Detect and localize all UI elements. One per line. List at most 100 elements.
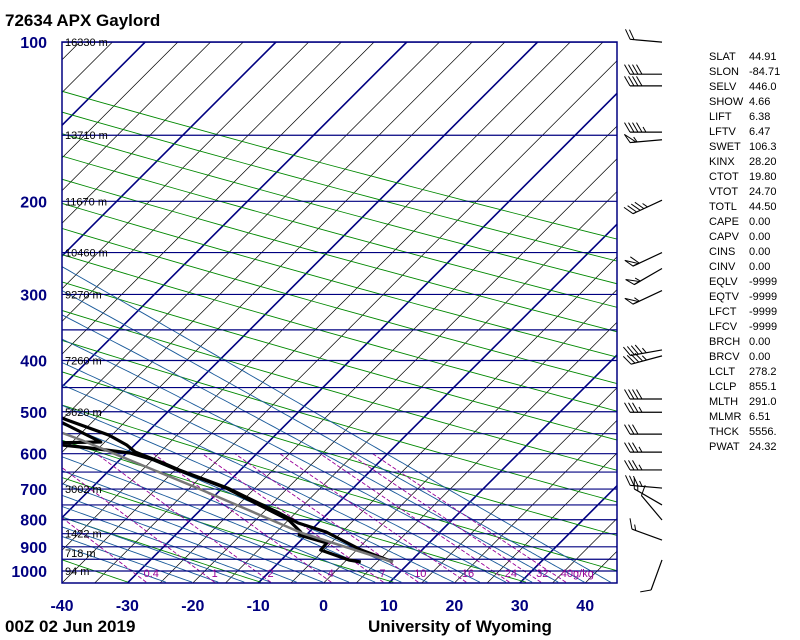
isotherm-line — [486, 452, 617, 583]
isotherm-line — [421, 387, 617, 583]
index-row: LFCV -9999 — [709, 320, 780, 335]
isotherm-line — [62, 42, 604, 583]
wind-barb — [624, 402, 662, 413]
isotherm-line — [62, 42, 440, 420]
isotherms — [0, 42, 617, 583]
index-row: CINV 0.00 — [709, 260, 780, 275]
pressure-tick-label: 500 — [20, 405, 47, 422]
index-value: 278.2 — [749, 366, 777, 378]
mixing-ratio-label: 10 — [414, 568, 426, 580]
index-value: 0.00 — [749, 231, 771, 243]
pressure-tick-label: 300 — [20, 287, 47, 304]
index-name: SLAT — [709, 51, 736, 63]
index-name: SLON — [709, 66, 739, 78]
isotherm-line — [62, 42, 244, 224]
index-row: CINS 0.00 — [709, 245, 780, 260]
wind-barb — [624, 442, 662, 453]
index-name: MLTH — [709, 396, 739, 408]
index-value: 6.47 — [749, 126, 771, 138]
index-row: CTOT 19.80 — [709, 170, 780, 185]
sounding-indices-table: SLAT 44.91 SLON -84.71 SELV 446.0 SHOW 4.66 LIFT… — [709, 50, 780, 455]
dewpoint-trace — [62, 421, 362, 564]
index-value: 4.66 — [749, 96, 771, 108]
wind-barb — [629, 518, 663, 541]
pressure-tick-label: 100 — [20, 35, 47, 52]
index-row: CAPE 0.00 — [709, 215, 780, 230]
dry-adiabat-line — [62, 111, 617, 262]
index-name: CINS — [709, 246, 736, 258]
index-name: TOTL — [709, 201, 737, 213]
index-value: 855.1 — [749, 381, 777, 393]
axis-labels: 0.4 1 2 4 7 10 16 24 32 40g/kg1002003004005006007… — [11, 35, 594, 615]
index-row: BRCV 0.00 — [709, 350, 780, 365]
isotherm-line — [62, 42, 342, 322]
wind-barb — [624, 122, 662, 133]
isotherm-line — [225, 191, 617, 583]
index-value: 44.50 — [749, 201, 777, 213]
dry-adiabat-line — [62, 202, 617, 358]
index-value: 291.0 — [749, 396, 777, 408]
index-row: MLTH 291.0 — [709, 395, 780, 410]
wind-barb — [624, 460, 662, 471]
moist-adiabat-line — [62, 440, 402, 583]
index-value: -9999 — [749, 321, 778, 333]
data-source: University of Wyoming — [368, 617, 552, 636]
index-value: 28.20 — [749, 156, 777, 168]
pressure-tick-label: 600 — [20, 447, 47, 464]
isotherm-line — [388, 353, 617, 583]
temperature-tick-label: -10 — [247, 598, 270, 615]
index-row: BRCH 0.00 — [709, 335, 780, 350]
isotherm-line — [62, 42, 179, 159]
isotherm-line — [62, 42, 473, 453]
index-name: BRCH — [709, 336, 741, 348]
mixing-ratio-label: 4 — [328, 568, 334, 580]
index-row: SWET 106.3 — [709, 140, 780, 155]
wind-barb — [625, 268, 663, 286]
wind-barb — [624, 76, 662, 87]
wind-barb — [623, 133, 663, 144]
isotherm-line — [356, 321, 617, 583]
mixing-ratio-label: 16 — [462, 568, 474, 580]
index-row: SELV 446.0 — [709, 80, 780, 95]
index-value: 0.00 — [749, 261, 771, 273]
index-name: LFCV — [709, 321, 738, 333]
index-row: THCK 5556. — [709, 425, 780, 440]
wind-barb — [623, 344, 663, 357]
isotherm-line — [519, 484, 617, 583]
mixing-ratio-line — [62, 517, 147, 583]
moist-adiabat-line — [62, 470, 350, 583]
index-value: -9999 — [749, 276, 778, 288]
index-name: BRCV — [709, 351, 740, 363]
observation-time: 00Z 02 Jun 2019 — [5, 617, 136, 636]
index-row: KINX 28.20 — [709, 155, 780, 170]
wind-barb — [633, 477, 663, 506]
dry-adiabat-line — [62, 477, 394, 583]
index-name: THCK — [709, 426, 739, 438]
pressure-tick-label: 1000 — [11, 564, 47, 581]
isotherm-line — [126, 92, 617, 583]
index-row: LFTV 6.47 — [709, 125, 780, 140]
index-row: EQTV -9999 — [709, 290, 780, 305]
dry-adiabat-line — [62, 404, 617, 572]
index-row: PWAT 24.32 — [709, 440, 780, 455]
height-label: 11670 m — [65, 196, 107, 208]
dry-adiabat-line — [62, 281, 617, 441]
mixing-ratio-line — [349, 453, 542, 583]
isotherm-line — [0, 42, 14, 583]
index-value: 24.70 — [749, 186, 777, 198]
isotherm-line — [159, 125, 617, 583]
index-name: EQLV — [709, 276, 738, 288]
mixing-ratio-line — [96, 453, 272, 583]
temperature-trace — [62, 416, 394, 564]
height-label: 3002 m — [65, 484, 102, 496]
index-name: LFCT — [709, 306, 737, 318]
index-row: LCLP 855.1 — [709, 380, 780, 395]
height-label: 5620 m — [65, 407, 102, 419]
index-name: KINX — [709, 156, 735, 168]
pressure-tick-label: 900 — [20, 540, 47, 557]
isotherm-line — [62, 42, 277, 258]
dry-adiabat-line — [62, 227, 617, 385]
isotherm-line — [0, 42, 47, 583]
height-label: 13710 m — [65, 130, 108, 142]
isotherm-line — [62, 42, 408, 388]
